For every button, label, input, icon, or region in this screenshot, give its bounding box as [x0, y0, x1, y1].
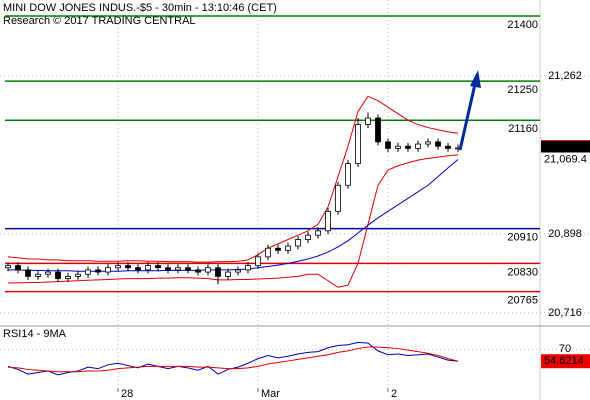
candle-body [185, 267, 191, 271]
candle-body [75, 273, 81, 277]
candle-body [5, 265, 11, 269]
candle-body [105, 267, 111, 273]
x-tick-label: 2 [391, 388, 397, 400]
x-tick-label: 28 [121, 388, 133, 400]
band-line [8, 154, 459, 288]
candle-body [355, 124, 361, 164]
candle-body [415, 143, 421, 149]
band-line [7, 95, 459, 263]
candle-body [155, 265, 161, 269]
rsi-title: RSI14 - 9MA [3, 328, 67, 340]
candle-body [285, 245, 291, 251]
price-badge-label: 54.6214 [544, 355, 584, 367]
candle-body [65, 276, 71, 279]
candle-body [195, 269, 201, 273]
candle-body [335, 184, 341, 212]
candle-body [375, 117, 381, 143]
price-badge [541, 140, 590, 155]
candle-body [305, 234, 311, 240]
price-badge-label: 21,096 [544, 142, 578, 154]
forecast-arrow [458, 70, 481, 151]
candle-body [175, 267, 181, 271]
level-label: 20765 [507, 294, 538, 306]
level-label: 21400 [507, 19, 538, 31]
candle-body [15, 265, 21, 271]
candle-body [25, 269, 31, 277]
level-label: 21160 [508, 123, 538, 135]
candle-body [205, 267, 211, 273]
candle-body [135, 267, 141, 271]
y-tick-label: 21,262 [548, 70, 582, 82]
y-tick-label: 70 [559, 343, 571, 355]
candle-body [315, 230, 321, 236]
candle-body [445, 145, 451, 149]
rsi-line [7, 346, 459, 373]
candle-body [145, 265, 151, 271]
candle-body [95, 269, 101, 273]
candle-body [85, 269, 91, 275]
level-label: 20910 [507, 232, 538, 244]
price-badge-label: 21,069.4 [544, 153, 587, 165]
candle-body [45, 271, 51, 275]
price-badge [541, 152, 590, 167]
y-tick-label: 20,898 [548, 228, 582, 240]
candle-body [325, 210, 331, 232]
candle-body [405, 145, 411, 149]
candle-body [55, 271, 61, 279]
candle-body [295, 239, 301, 247]
candle-body [115, 265, 121, 269]
x-tick-label: Mar [261, 388, 280, 400]
arrow-head [470, 70, 481, 88]
level-label: 21250 [507, 84, 538, 96]
candle-body [225, 271, 231, 277]
candle-body [395, 145, 401, 149]
candle-body [245, 265, 251, 271]
candle-body [435, 141, 441, 147]
candle-body [255, 256, 261, 266]
candle-body [165, 267, 171, 271]
candle-body [425, 141, 431, 145]
candle-body [215, 267, 221, 277]
level-label: 20830 [507, 266, 538, 278]
chart-title: MINI DOW JONES INDUS.-$5 - 30min - 13:10… [3, 2, 277, 14]
candle-body [345, 163, 351, 186]
candle-body [365, 117, 371, 125]
candle-body [265, 247, 271, 258]
candle-body [275, 247, 281, 251]
candle-body [35, 273, 41, 277]
price-badge [541, 354, 590, 369]
chart-subtitle: Research © 2017 TRADING CENTRAL [3, 15, 196, 27]
candle-body [125, 265, 131, 269]
candle-body [385, 141, 391, 149]
candle-body [235, 269, 241, 273]
band-line [8, 159, 459, 272]
arrow-shaft [458, 83, 477, 151]
y-tick-label: 20,716 [548, 307, 582, 319]
